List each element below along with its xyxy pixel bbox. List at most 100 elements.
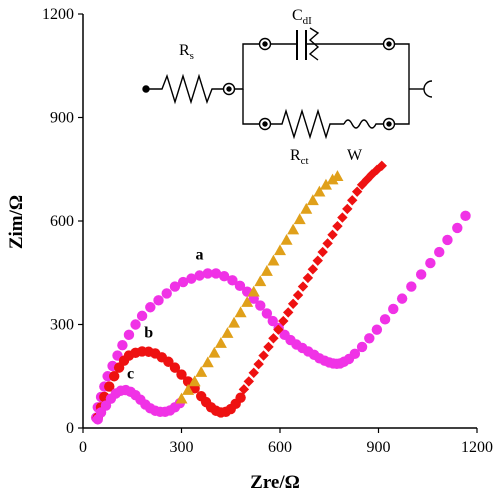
- data-point: [300, 202, 313, 214]
- x-tick-label: 1200: [461, 439, 493, 456]
- wire-left-lower: [242, 89, 259, 125]
- data-point: [188, 375, 201, 387]
- data-point: [186, 273, 197, 284]
- x-tick-label: 0: [79, 439, 87, 456]
- label-rct: Rct: [290, 147, 309, 167]
- y-tick-label: 0: [66, 420, 74, 437]
- x-tick-label: 300: [170, 439, 194, 456]
- data-point: [379, 314, 391, 325]
- data-point: [208, 346, 221, 358]
- data-point: [434, 246, 445, 258]
- data-point: [201, 356, 214, 368]
- data-point: [145, 302, 156, 313]
- data-point: [123, 329, 135, 341]
- data-point: [313, 185, 326, 197]
- data-point: [161, 288, 172, 299]
- data-point: [234, 306, 247, 318]
- data-point: [425, 257, 436, 269]
- data-point: [248, 367, 259, 378]
- data-point: [332, 220, 343, 232]
- circuit-terminal-right: [423, 80, 433, 98]
- data-point: [243, 376, 255, 387]
- node-cdl-left-dot: [262, 41, 268, 47]
- data-point: [292, 289, 304, 301]
- data-point: [268, 333, 279, 344]
- data-point: [169, 362, 181, 373]
- series-a: [90, 210, 471, 423]
- data-point: [442, 234, 453, 246]
- wire-right: [394, 43, 410, 125]
- label-cdl: CdI: [292, 7, 312, 27]
- data-point: [415, 269, 427, 280]
- data-point: [396, 293, 408, 304]
- y-tick-label: 300: [50, 317, 74, 334]
- data-point: [175, 392, 188, 404]
- y-tick-label: 600: [50, 213, 74, 230]
- label-rs: Rs: [179, 42, 194, 62]
- node-w-right-dot: [386, 121, 392, 127]
- data-point: [274, 244, 286, 256]
- data-point: [273, 324, 284, 335]
- data-point: [302, 272, 314, 284]
- data-point: [376, 160, 387, 171]
- data-point: [195, 366, 208, 377]
- tick-labels: 0 300 600 900 1200 0 300 600 900 1200: [42, 6, 493, 456]
- data-point: [283, 307, 294, 318]
- series-extra-4: [175, 170, 344, 404]
- node-left-dot: [226, 86, 232, 92]
- data-point: [388, 303, 399, 315]
- curve-labels: a b c: [127, 247, 204, 383]
- data-point: [307, 264, 319, 275]
- data-point: [460, 210, 471, 222]
- data-point: [177, 276, 189, 288]
- node-rct-left-dot: [262, 121, 268, 127]
- data-point: [317, 246, 328, 258]
- data-point: [322, 238, 333, 249]
- data-point: [297, 281, 309, 292]
- wire-left: [234, 43, 259, 90]
- data-point: [169, 281, 181, 292]
- data-point: [364, 333, 375, 344]
- data-point: [117, 340, 128, 351]
- data-point: [202, 268, 213, 279]
- data-point: [130, 319, 141, 330]
- data-point: [153, 295, 164, 306]
- data-point: [258, 350, 269, 361]
- x-tick-label: 600: [268, 439, 292, 456]
- data-point: [306, 194, 319, 206]
- data-point: [218, 271, 230, 282]
- data-point: [228, 316, 241, 328]
- data-point: [221, 327, 234, 338]
- data-point: [253, 358, 264, 370]
- data-point: [312, 255, 323, 266]
- curve-label-b: b: [144, 324, 153, 341]
- y-axis-title: Zim/Ω: [6, 195, 27, 249]
- data-point: [104, 381, 115, 392]
- resistor-rct-symbol: [270, 108, 344, 140]
- data-point: [319, 178, 332, 190]
- data-point: [371, 324, 383, 335]
- equivalent-circuit-inset: [142, 27, 433, 140]
- data-point: [287, 223, 300, 235]
- data-point: [337, 212, 348, 223]
- data-point: [176, 369, 187, 380]
- data-point: [194, 270, 205, 281]
- data-point: [255, 300, 266, 311]
- data-point: [342, 203, 353, 215]
- data-point: [241, 296, 254, 307]
- data-point: [278, 315, 289, 327]
- data-point: [267, 315, 278, 327]
- data-point: [214, 337, 227, 348]
- data-point: [108, 371, 120, 382]
- data-point: [452, 222, 463, 234]
- data-point: [356, 341, 368, 353]
- axes: [78, 13, 478, 433]
- label-w: W: [347, 147, 363, 164]
- data-point: [263, 341, 274, 353]
- data-point: [347, 195, 358, 206]
- data-point: [287, 298, 299, 309]
- data-point: [182, 384, 195, 395]
- x-axis-title: Zre/Ω: [250, 472, 300, 493]
- circuit-labels: Rs CdI Rct W: [179, 7, 363, 167]
